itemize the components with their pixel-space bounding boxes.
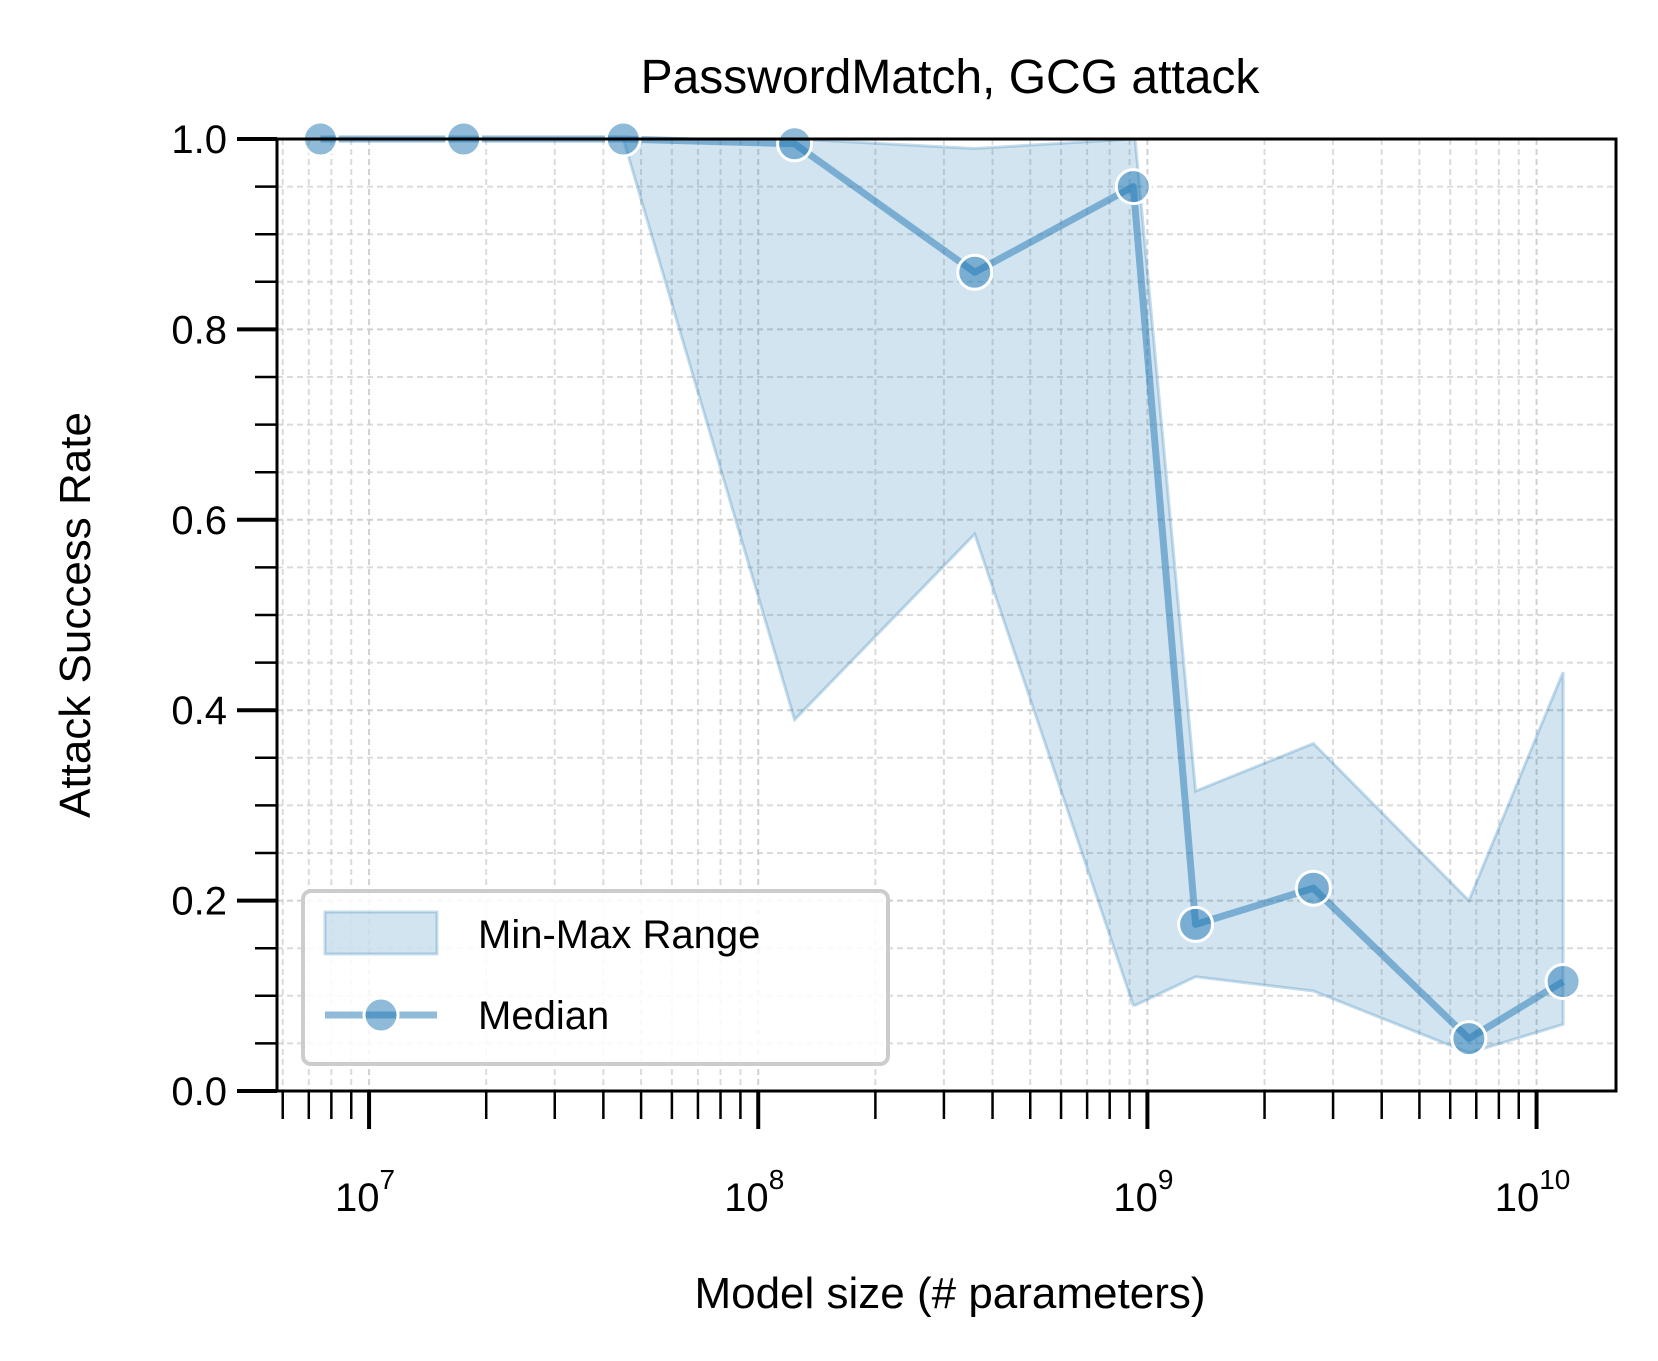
min-max-band [320,137,1565,1055]
legend-frame [301,889,890,1066]
min-max-range-area [320,137,1565,1055]
y-tick-label: 0.0 [171,1070,227,1114]
median-point [776,125,814,163]
axes: 0.0 0.2 0.4 0.6 0.8 1.0 107 108 109 1010 [171,118,1618,1220]
x-tick-label: 109 [1113,1164,1173,1220]
median-point [1544,963,1582,1001]
x-tick-label: 107 [335,1164,395,1220]
x-tick-label: 1010 [1495,1164,1571,1220]
y-tick-label: 1.0 [171,118,227,162]
y-tick-label: 0.2 [171,880,227,924]
x-axis-title: Model size (# parameters) [694,1269,1205,1318]
legend: Min-Max Range Median [301,889,890,1066]
legend-line-label: Median [478,994,609,1038]
legend-line-marker [362,996,400,1034]
x-tick-label: 108 [724,1164,784,1220]
median-point [1294,869,1332,907]
chart-title: PasswordMatch, GCG attack [641,51,1261,104]
y-axis-title: Attack Success Rate [51,412,100,818]
y-tick-label: 0.4 [171,689,227,733]
legend-band-swatch [323,910,439,956]
y-tick-label: 0.6 [171,499,227,543]
legend-band-label: Min-Max Range [478,913,760,957]
median-point [1177,905,1215,943]
y-tick-label: 0.8 [171,308,227,352]
median-point [1114,168,1152,206]
median-point [956,253,994,291]
median-point [1450,1020,1488,1058]
